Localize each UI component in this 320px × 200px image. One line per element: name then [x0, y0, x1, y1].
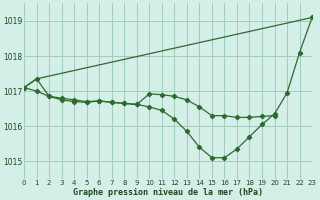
X-axis label: Graphe pression niveau de la mer (hPa): Graphe pression niveau de la mer (hPa): [73, 188, 263, 197]
